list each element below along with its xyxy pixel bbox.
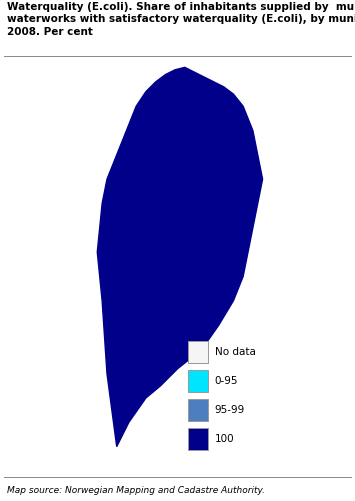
Text: Waterquality (E.coli). Share of inhabitants supplied by  muinicipal
waterworks w: Waterquality (E.coli). Share of inhabita… bbox=[7, 2, 355, 37]
Bar bbox=[189, 370, 208, 392]
Text: 0-95: 0-95 bbox=[215, 376, 238, 386]
Text: Map source: Norwegian Mapping and Cadastre Authority.: Map source: Norwegian Mapping and Cadast… bbox=[7, 486, 265, 495]
Text: 95-99: 95-99 bbox=[215, 405, 245, 415]
Bar bbox=[189, 341, 208, 364]
Bar bbox=[189, 427, 208, 450]
Polygon shape bbox=[97, 67, 263, 446]
Bar bbox=[189, 399, 208, 421]
Text: 100: 100 bbox=[215, 434, 234, 444]
Text: No data: No data bbox=[215, 347, 256, 357]
